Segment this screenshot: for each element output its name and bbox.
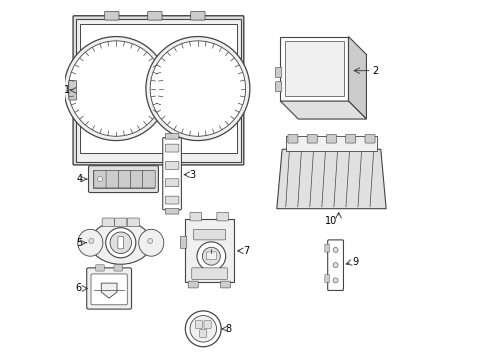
Circle shape: [105, 228, 136, 258]
Circle shape: [98, 177, 102, 181]
FancyBboxPatch shape: [165, 208, 179, 214]
FancyBboxPatch shape: [180, 236, 186, 248]
FancyBboxPatch shape: [165, 134, 179, 139]
FancyBboxPatch shape: [114, 265, 122, 271]
FancyBboxPatch shape: [88, 166, 158, 193]
FancyBboxPatch shape: [324, 275, 329, 283]
Polygon shape: [348, 37, 366, 119]
FancyBboxPatch shape: [76, 19, 241, 162]
Circle shape: [332, 247, 337, 252]
FancyBboxPatch shape: [80, 24, 237, 153]
Polygon shape: [101, 283, 117, 298]
FancyBboxPatch shape: [73, 16, 244, 165]
FancyBboxPatch shape: [364, 134, 374, 143]
Text: 7: 7: [243, 246, 249, 256]
FancyBboxPatch shape: [285, 41, 343, 96]
FancyBboxPatch shape: [115, 218, 126, 226]
FancyBboxPatch shape: [195, 320, 202, 328]
FancyBboxPatch shape: [345, 134, 355, 143]
FancyBboxPatch shape: [220, 281, 230, 288]
FancyBboxPatch shape: [326, 134, 336, 143]
FancyBboxPatch shape: [165, 179, 179, 187]
Circle shape: [202, 247, 220, 265]
Circle shape: [150, 41, 245, 136]
FancyBboxPatch shape: [91, 274, 127, 305]
Circle shape: [185, 311, 221, 347]
FancyBboxPatch shape: [165, 162, 179, 169]
Circle shape: [332, 278, 337, 283]
FancyBboxPatch shape: [275, 82, 281, 92]
FancyBboxPatch shape: [86, 268, 131, 309]
FancyBboxPatch shape: [193, 229, 225, 240]
FancyBboxPatch shape: [287, 134, 297, 143]
FancyBboxPatch shape: [199, 329, 206, 337]
FancyBboxPatch shape: [206, 252, 216, 260]
FancyBboxPatch shape: [106, 170, 119, 188]
FancyBboxPatch shape: [275, 67, 281, 77]
Text: 4: 4: [76, 174, 82, 184]
Ellipse shape: [78, 229, 102, 256]
FancyBboxPatch shape: [190, 12, 204, 20]
FancyBboxPatch shape: [190, 212, 201, 221]
FancyBboxPatch shape: [165, 144, 179, 152]
Circle shape: [89, 238, 94, 243]
FancyBboxPatch shape: [306, 134, 317, 143]
FancyBboxPatch shape: [285, 136, 376, 151]
Circle shape: [332, 263, 337, 268]
FancyBboxPatch shape: [217, 212, 228, 221]
FancyBboxPatch shape: [188, 281, 198, 288]
FancyBboxPatch shape: [191, 268, 227, 279]
FancyBboxPatch shape: [127, 218, 139, 226]
FancyBboxPatch shape: [324, 244, 329, 252]
Text: 2: 2: [371, 66, 378, 76]
Circle shape: [145, 37, 249, 140]
Text: 1: 1: [64, 85, 70, 95]
FancyBboxPatch shape: [118, 237, 123, 249]
Circle shape: [64, 37, 168, 140]
FancyBboxPatch shape: [118, 170, 131, 188]
Ellipse shape: [90, 221, 151, 264]
Polygon shape: [276, 149, 386, 209]
FancyBboxPatch shape: [327, 240, 343, 291]
FancyBboxPatch shape: [142, 170, 155, 188]
Text: 5: 5: [76, 238, 82, 248]
Polygon shape: [280, 37, 348, 101]
FancyBboxPatch shape: [69, 81, 77, 100]
Ellipse shape: [139, 229, 163, 256]
Text: 8: 8: [225, 324, 231, 334]
FancyBboxPatch shape: [94, 170, 106, 188]
FancyBboxPatch shape: [93, 170, 153, 188]
Circle shape: [68, 41, 163, 136]
Text: 6: 6: [76, 283, 81, 293]
FancyBboxPatch shape: [163, 138, 181, 210]
FancyBboxPatch shape: [130, 170, 142, 188]
Circle shape: [147, 238, 152, 243]
Circle shape: [197, 242, 225, 271]
FancyBboxPatch shape: [165, 196, 179, 204]
Text: 3: 3: [189, 170, 195, 180]
FancyBboxPatch shape: [96, 265, 104, 271]
Polygon shape: [280, 101, 366, 119]
FancyBboxPatch shape: [147, 12, 162, 20]
Text: 9: 9: [351, 257, 357, 267]
FancyBboxPatch shape: [185, 220, 233, 282]
Circle shape: [190, 316, 216, 342]
Text: 10: 10: [325, 216, 337, 226]
FancyBboxPatch shape: [102, 218, 114, 226]
FancyBboxPatch shape: [104, 12, 119, 20]
FancyBboxPatch shape: [203, 320, 211, 328]
Circle shape: [110, 232, 131, 253]
